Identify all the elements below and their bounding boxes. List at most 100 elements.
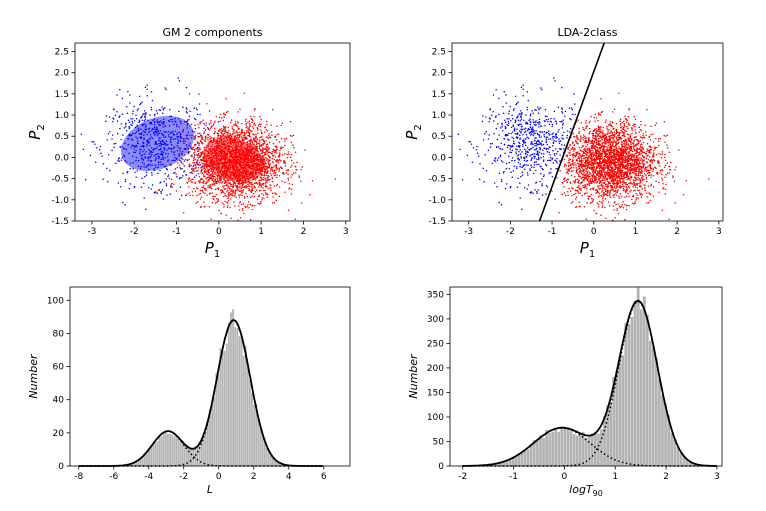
- data-point: [125, 124, 127, 126]
- data-point: [132, 118, 134, 120]
- data-point: [231, 190, 234, 192]
- data-point: [178, 177, 181, 180]
- data-point: [212, 175, 215, 178]
- data-point: [197, 156, 199, 159]
- data-point: [140, 149, 142, 151]
- data-point: [270, 131, 273, 133]
- data-point: [114, 114, 117, 116]
- data-point: [536, 192, 538, 194]
- data-point: [481, 120, 484, 123]
- data-point: [261, 174, 263, 176]
- data-point: [149, 121, 151, 123]
- data-point: [244, 186, 247, 189]
- data-point: [544, 115, 547, 117]
- data-point: [539, 143, 541, 146]
- data-point: [533, 172, 535, 174]
- data-point: [284, 144, 286, 147]
- data-point: [244, 120, 247, 123]
- data-point: [230, 119, 233, 121]
- data-point: [121, 157, 124, 159]
- data-point: [242, 183, 245, 185]
- data-point: [119, 115, 121, 117]
- data-point: [164, 172, 166, 175]
- data-point: [658, 181, 660, 184]
- data-point: [155, 142, 158, 145]
- data-point: [521, 174, 524, 176]
- data-point: [212, 168, 215, 171]
- data-point: [533, 132, 535, 135]
- data-point: [143, 197, 145, 199]
- data-point: [156, 143, 158, 146]
- data-point: [265, 136, 268, 138]
- data-point: [265, 143, 268, 146]
- data-point: [241, 132, 243, 134]
- data-point: [290, 193, 293, 195]
- data-point: [611, 134, 613, 137]
- data-point: [572, 201, 574, 203]
- data-point: [251, 205, 253, 207]
- data-point: [275, 146, 277, 148]
- data-point: [545, 148, 548, 151]
- data-point: [516, 136, 518, 139]
- data-point: [213, 147, 216, 150]
- data-point: [185, 86, 188, 89]
- data-point: [125, 148, 128, 151]
- data-point: [538, 123, 540, 126]
- data-point: [240, 190, 243, 192]
- data-point: [240, 203, 243, 206]
- data-point: [140, 128, 142, 130]
- data-point: [472, 146, 475, 149]
- data-point: [496, 138, 499, 141]
- data-point: [533, 164, 536, 166]
- data-point: [242, 203, 245, 205]
- data-point: [529, 113, 532, 116]
- data-point: [666, 146, 669, 149]
- data-point: [287, 177, 289, 180]
- data-point: [109, 130, 111, 133]
- x-tick-label: -2: [130, 227, 139, 237]
- data-point: [500, 159, 503, 162]
- data-point: [182, 163, 184, 165]
- data-point: [203, 179, 205, 182]
- data-point: [557, 150, 559, 153]
- data-point: [175, 173, 177, 176]
- data-point: [510, 171, 512, 174]
- data-point: [193, 107, 195, 109]
- data-point: [272, 167, 274, 169]
- data-point: [521, 151, 523, 153]
- data-point: [193, 117, 196, 120]
- data-point: [597, 177, 599, 179]
- data-point: [147, 119, 149, 122]
- data-point: [173, 123, 175, 126]
- data-point: [188, 164, 191, 166]
- data-point: [94, 143, 96, 145]
- data-point: [539, 180, 541, 183]
- data-point: [596, 202, 599, 204]
- data-point: [230, 217, 232, 220]
- data-point: [646, 108, 648, 111]
- data-point: [621, 121, 624, 124]
- y-tick-label: 1.0: [55, 111, 70, 121]
- data-point: [279, 160, 282, 162]
- data-point: [171, 120, 173, 123]
- data-point: [113, 143, 115, 145]
- data-point: [685, 180, 687, 182]
- data-point: [241, 129, 243, 132]
- data-point: [207, 143, 210, 145]
- data-point: [510, 146, 512, 148]
- data-point: [183, 165, 186, 167]
- data-point: [499, 147, 501, 150]
- data-point: [196, 113, 199, 116]
- data-point: [250, 190, 253, 192]
- data-point: [234, 195, 236, 197]
- data-point: [290, 166, 292, 168]
- data-point: [533, 155, 535, 158]
- data-point: [281, 122, 284, 125]
- data-point: [563, 186, 565, 188]
- data-point: [644, 166, 647, 168]
- data-point: [230, 146, 233, 148]
- data-point: [149, 156, 152, 158]
- data-point: [119, 145, 122, 148]
- data-point: [177, 77, 180, 79]
- data-point: [155, 109, 158, 112]
